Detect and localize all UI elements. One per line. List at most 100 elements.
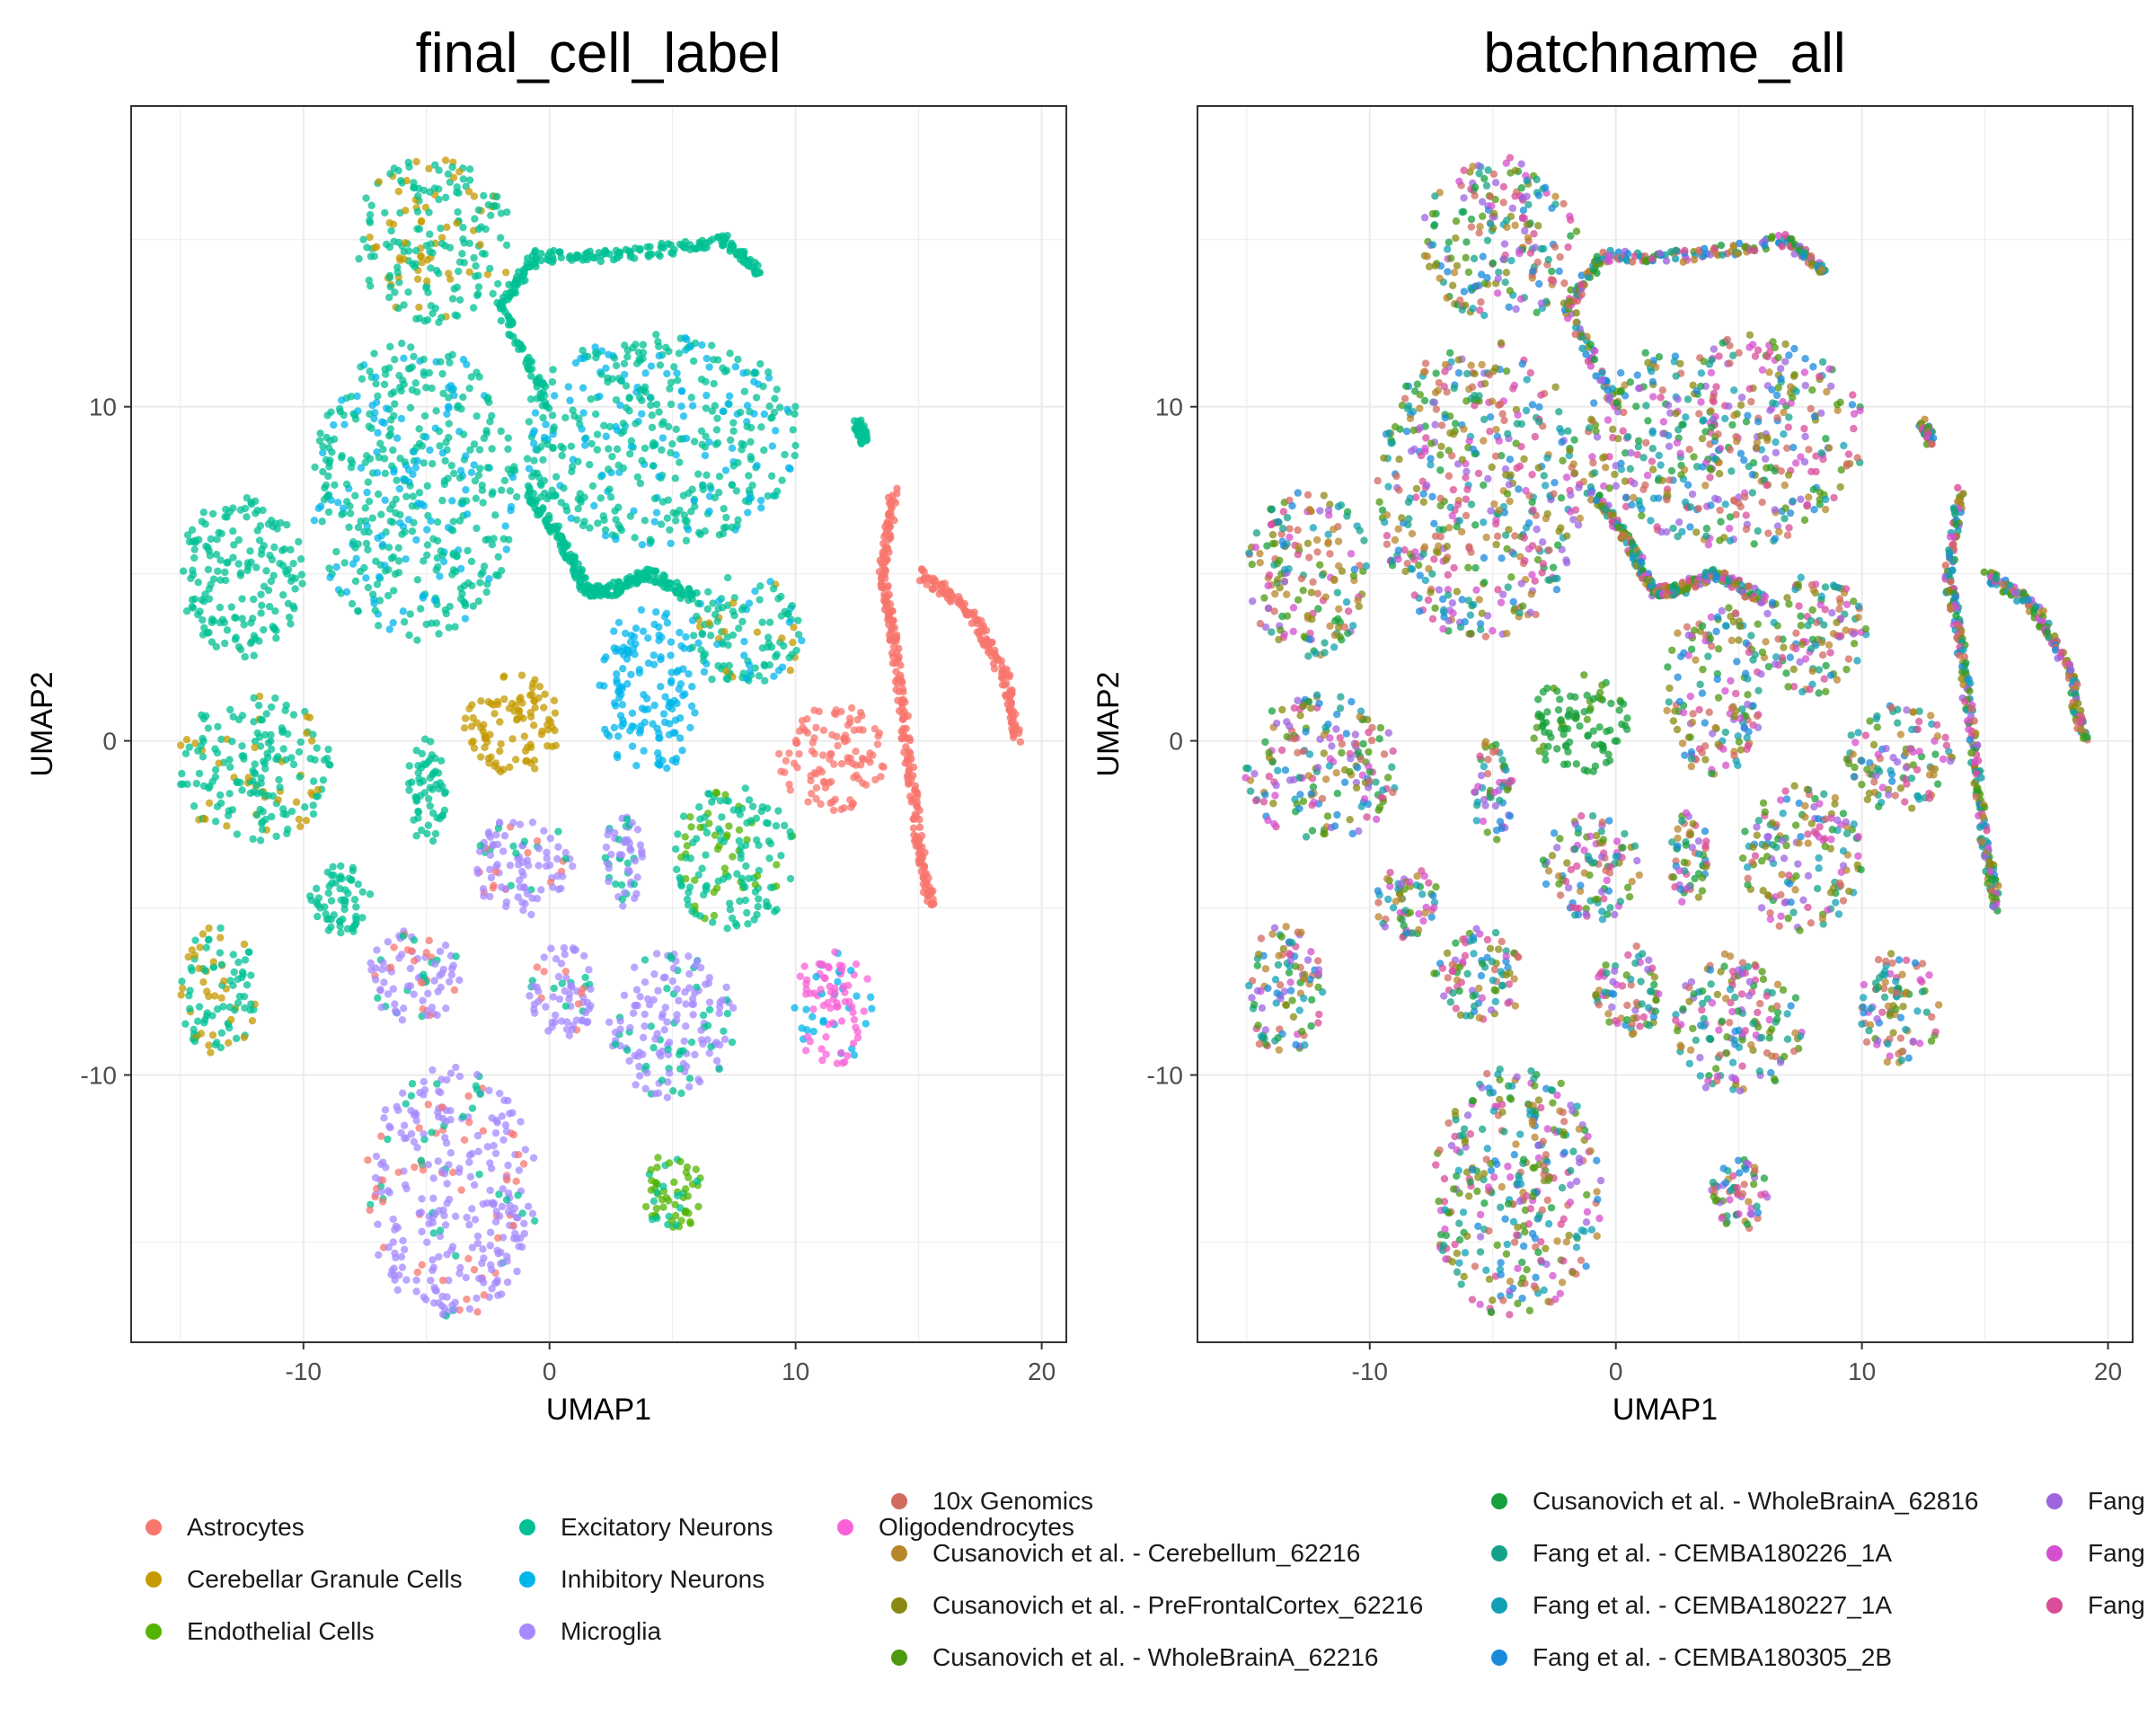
scatter-point [446, 1116, 455, 1124]
scatter-point [361, 504, 369, 512]
scatter-point [1477, 297, 1485, 306]
scatter-point [1443, 245, 1452, 253]
scatter-point [201, 590, 209, 598]
scatter-point [533, 963, 542, 971]
scatter-point [466, 1172, 474, 1181]
scatter-point [681, 517, 689, 525]
scatter-point [1416, 391, 1425, 399]
scatter-point [795, 727, 804, 735]
scatter-point [251, 737, 260, 746]
scatter-point [594, 519, 602, 527]
scatter-point [667, 400, 676, 409]
scatter-point [276, 559, 284, 568]
scatter-point [757, 423, 765, 431]
scatter-point [689, 1000, 698, 1008]
scatter-point [578, 425, 586, 433]
scatter-point [1511, 221, 1519, 229]
scatter-point [426, 247, 434, 256]
scatter-point [385, 342, 394, 351]
scatter-point [558, 979, 566, 987]
scatter-point [632, 341, 640, 349]
scatter-point [449, 173, 458, 181]
scatter-point [269, 523, 278, 531]
scatter-point [539, 456, 547, 464]
scatter-point [1444, 571, 1453, 579]
scatter-point [843, 736, 852, 745]
scatter-point [349, 924, 357, 933]
scatter-point [487, 1164, 496, 1172]
scatter-point [561, 413, 570, 422]
scatter-point [1506, 287, 1515, 295]
scatter-point [408, 527, 417, 535]
scatter-point [295, 815, 304, 824]
scatter-point [718, 813, 726, 821]
scatter-point [1407, 447, 1416, 456]
scatter-point [450, 391, 458, 400]
scatter-point [667, 249, 676, 257]
scatter-point [383, 404, 391, 412]
scatter-point [705, 998, 714, 1006]
scatter-point [190, 553, 199, 562]
scatter-point [431, 1286, 439, 1295]
scatter-point [724, 400, 732, 408]
scatter-point [751, 270, 759, 279]
scatter-point [484, 200, 493, 209]
scatter-point [679, 665, 687, 673]
scatter-point [377, 532, 385, 540]
scatter-point [255, 692, 264, 701]
scatter-point [704, 790, 712, 798]
scatter-point [283, 520, 291, 529]
scatter-point [1448, 598, 1457, 607]
scatter-point [316, 904, 324, 912]
scatter-point [195, 769, 204, 778]
scatter-point [461, 599, 470, 608]
scatter-point [562, 974, 570, 982]
scatter-point [424, 989, 432, 998]
scatter-point [761, 661, 769, 670]
scatter-point [238, 712, 247, 720]
scatter-point [819, 1001, 827, 1010]
scatter-point [540, 968, 548, 976]
scatter-point [577, 496, 585, 504]
scatter-point [179, 567, 188, 575]
scatter-point [213, 748, 222, 757]
scatter-point [627, 846, 635, 854]
scatter-point [1534, 464, 1542, 472]
scatter-point [446, 1069, 455, 1077]
scatter-point [696, 912, 704, 920]
scatter-point [330, 420, 338, 429]
scatter-point [702, 243, 711, 252]
scatter-point [667, 651, 675, 659]
scatter-point [681, 833, 689, 841]
scatter-point [478, 249, 487, 258]
scatter-point [1488, 463, 1496, 472]
scatter-point [702, 881, 711, 890]
scatter-point [418, 1261, 426, 1269]
scatter-point [487, 873, 496, 882]
scatter-point [267, 703, 276, 712]
scatter-point [402, 492, 411, 500]
scatter-point [830, 760, 838, 768]
scatter-point [200, 1019, 208, 1027]
scatter-point [1008, 712, 1016, 721]
scatter-point [1471, 369, 1479, 378]
scatter-point [199, 597, 208, 606]
scatter-point [1504, 429, 1512, 438]
scatter-point [580, 435, 589, 443]
scatter-point [331, 481, 339, 489]
scatter-point [1436, 533, 1445, 541]
scatter-point [1564, 427, 1572, 435]
scatter-point [742, 257, 751, 266]
scatter-point [264, 586, 273, 595]
scatter-point [414, 814, 422, 822]
scatter-point [468, 581, 476, 590]
scatter-point [255, 536, 264, 544]
scatter-point [665, 730, 674, 739]
scatter-point [1502, 269, 1511, 277]
scatter-point [279, 809, 287, 818]
scatter-point [495, 818, 504, 827]
scatter-point [374, 1220, 382, 1228]
scatter-point [284, 565, 293, 574]
scatter-point [734, 355, 742, 364]
scatter-point [536, 508, 544, 517]
